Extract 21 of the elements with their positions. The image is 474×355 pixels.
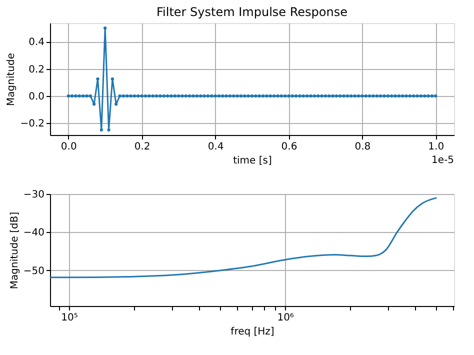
x-tick-label: 10⁵ (61, 312, 78, 324)
chart-title: Filter System Impulse Response (156, 5, 348, 19)
x-tick-label: 10⁶ (277, 312, 294, 324)
text: 1e-5 (432, 155, 454, 166)
y-tick-label: 0.0 (28, 91, 44, 102)
y-tick-label: −30 (23, 190, 44, 200)
y-tick-label: 0.2 (28, 64, 44, 76)
x-tick-label: 0.8 (354, 142, 371, 152)
x-axis-title: freq [Hz] (230, 326, 274, 338)
x-tick-label: 0.0 (60, 142, 77, 152)
y-tick-label: −0.2 (20, 118, 44, 130)
x-tick-label: 0.4 (208, 142, 224, 152)
y-axis-title: Magnitude [dB] (9, 212, 20, 290)
x-axis-title: time [s] (233, 156, 272, 166)
y-tick-label: 0.4 (28, 37, 44, 48)
x-tick-label: 0.2 (134, 142, 150, 152)
x-tick-label: 1.0 (428, 142, 444, 152)
y-tick-label: −50 (23, 266, 44, 277)
y-axis-title: Magnitude (6, 53, 18, 106)
y-tick-label: −40 (23, 228, 44, 239)
x-tick-label: 0.6 (281, 142, 298, 152)
